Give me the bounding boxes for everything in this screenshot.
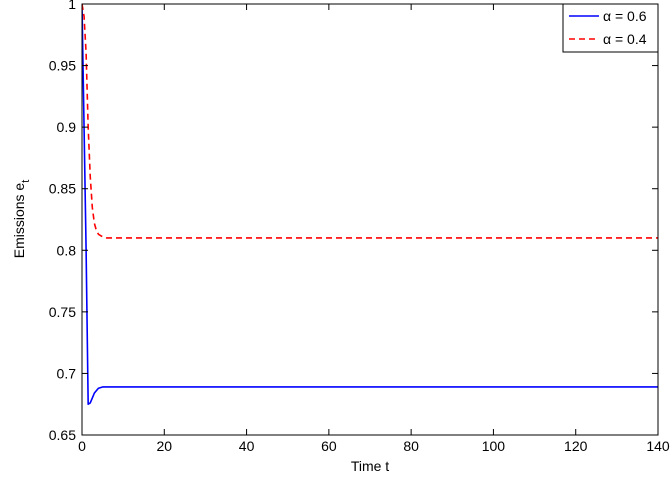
y-tick-label: 0.7 (57, 365, 77, 381)
y-tick-label: 0.65 (49, 427, 76, 443)
legend-box (562, 3, 659, 53)
x-tick-label: 80 (403, 438, 419, 454)
x-tick-label: 60 (321, 438, 337, 454)
y-tick-label: 0.9 (57, 119, 77, 135)
series-line-2 (82, 4, 658, 239)
y-tick-label: 0.85 (49, 181, 76, 197)
x-tick-label: 120 (564, 438, 588, 454)
legend-label-2: α = 0.4 (603, 31, 647, 47)
x-tick-label: 20 (156, 438, 172, 454)
y-axis-label-subscript: t (20, 180, 32, 183)
legend-label-1: α = 0.6 (603, 8, 647, 24)
x-tick-label: 40 (239, 438, 255, 454)
series-layer (82, 4, 658, 406)
plot-area-frame (81, 3, 659, 436)
x-tick-label: 140 (646, 438, 670, 454)
y-tick-label: 0.8 (57, 242, 77, 258)
y-axis-label-main: Emissions e (11, 183, 27, 259)
x-tick-label: 100 (482, 438, 506, 454)
x-tick-label: 0 (78, 438, 86, 454)
y-axis-label: Emissions et (11, 180, 32, 259)
y-tick-label: 0.95 (49, 58, 76, 74)
legend: α = 0.6 α = 0.4 (562, 3, 659, 53)
y-tick-label: 1 (68, 0, 76, 12)
y-tick-label: 0.75 (49, 304, 76, 320)
series-line-1 (82, 4, 658, 406)
x-axis-label: Time t (351, 458, 389, 474)
ticks-layer: 0 20 40 60 80 100 120 140 0.65 0.7 0.75 0.8 0.85 0.9 0… (49, 0, 670, 454)
